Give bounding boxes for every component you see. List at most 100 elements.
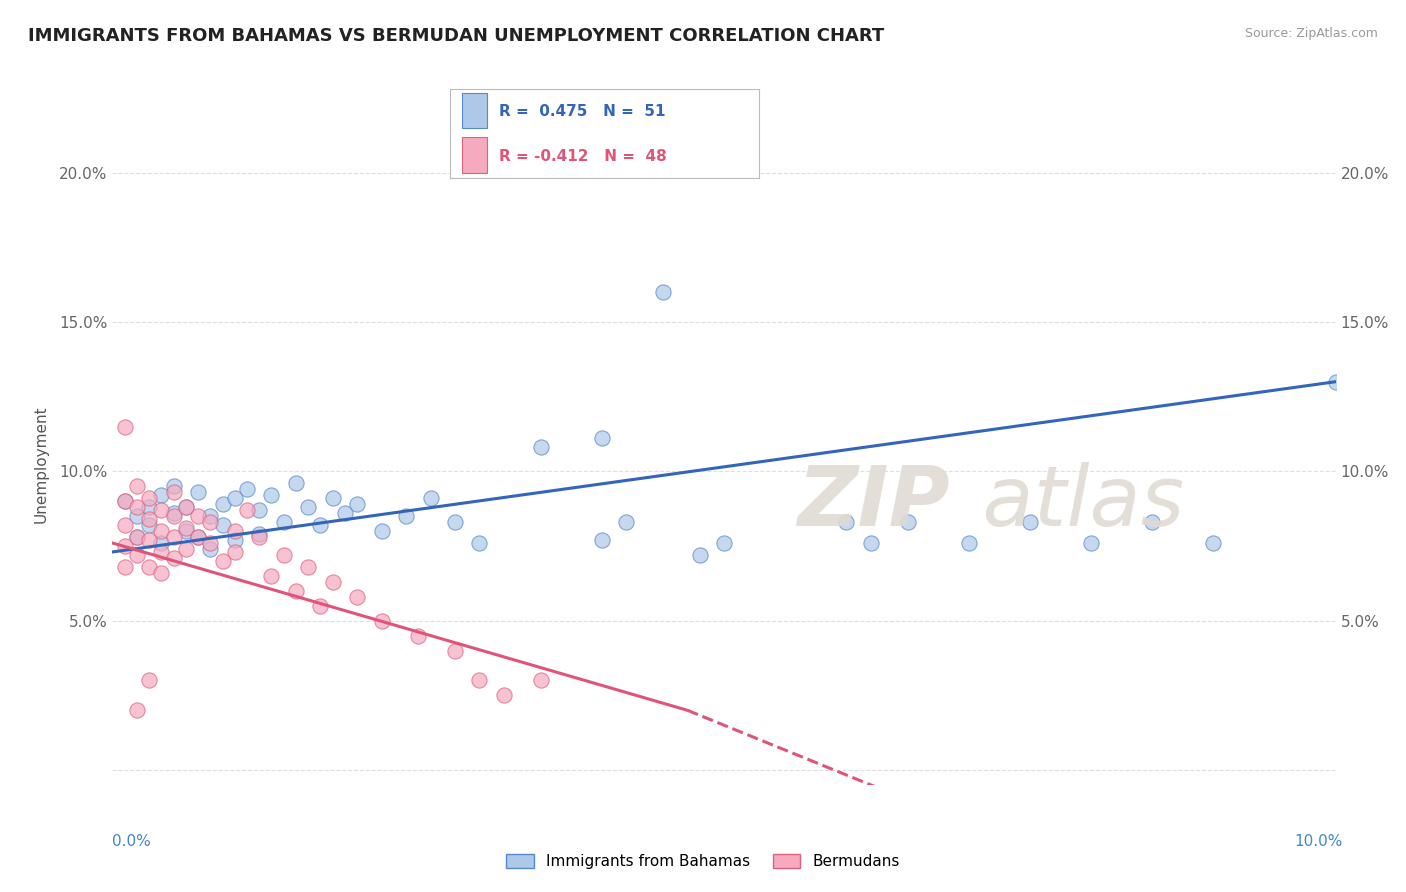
Point [114, 518, 136, 533]
Point [322, 574, 344, 589]
Point [236, 482, 259, 496]
Point [174, 500, 197, 515]
Point [211, 554, 233, 568]
Point [309, 599, 332, 613]
Point [333, 506, 356, 520]
Point [187, 509, 209, 524]
Point [309, 518, 332, 533]
Point [138, 560, 160, 574]
Point [835, 515, 858, 529]
Point [163, 485, 186, 500]
Point [138, 533, 160, 547]
Point [114, 494, 136, 508]
Point [138, 518, 160, 533]
Point [114, 419, 136, 434]
Point [224, 491, 246, 506]
Point [284, 583, 308, 598]
Point [114, 539, 136, 553]
Point [652, 285, 675, 299]
Point [468, 536, 491, 550]
Point [174, 541, 197, 556]
Point [297, 560, 319, 574]
Point [322, 491, 344, 506]
Point [284, 476, 308, 491]
Point [125, 479, 148, 493]
Point [530, 441, 553, 455]
Point [138, 673, 160, 688]
Text: IMMIGRANTS FROM BAHAMAS VS BERMUDAN UNEMPLOYMENT CORRELATION CHART: IMMIGRANTS FROM BAHAMAS VS BERMUDAN UNEM… [28, 27, 884, 45]
Point [224, 545, 246, 559]
Point [138, 500, 160, 515]
Bar [463, 93, 486, 128]
Point [150, 503, 173, 517]
Point [897, 515, 920, 529]
Point [614, 515, 637, 529]
Point [200, 509, 222, 524]
Text: 0.0%: 0.0% [112, 834, 152, 849]
Point [247, 503, 270, 517]
Point [247, 527, 270, 541]
Point [125, 530, 148, 544]
Point [419, 491, 441, 506]
Point [187, 530, 209, 544]
Point [125, 500, 148, 515]
Text: ZIP: ZIP [797, 462, 950, 543]
Text: R = -0.412   N =  48: R = -0.412 N = 48 [499, 149, 668, 163]
Point [468, 673, 491, 688]
Point [297, 500, 319, 515]
Point [125, 548, 148, 562]
Point [163, 506, 186, 520]
Point [138, 491, 160, 506]
Point [247, 530, 270, 544]
Bar [463, 137, 486, 173]
Point [187, 485, 209, 500]
Point [444, 643, 467, 657]
Point [1142, 515, 1164, 529]
Point [150, 488, 173, 502]
Point [224, 533, 246, 547]
Point [114, 494, 136, 508]
Point [200, 536, 222, 550]
Point [273, 548, 295, 562]
Point [150, 545, 173, 559]
Legend: Immigrants from Bahamas, Bermudans: Immigrants from Bahamas, Bermudans [501, 848, 905, 875]
Point [370, 524, 392, 538]
Point [200, 515, 222, 529]
Point [1202, 536, 1225, 550]
Point [114, 560, 136, 574]
Point [211, 497, 233, 511]
Point [236, 503, 259, 517]
Point [273, 515, 295, 529]
Point [174, 524, 197, 538]
Point [200, 541, 222, 556]
Point [174, 500, 197, 515]
Y-axis label: Unemployment: Unemployment [34, 405, 48, 523]
Point [224, 524, 246, 538]
Point [163, 530, 186, 544]
Point [395, 509, 418, 524]
Point [187, 530, 209, 544]
Text: atlas: atlas [797, 462, 1185, 543]
Point [125, 703, 148, 717]
Point [163, 479, 186, 493]
Point [1080, 536, 1102, 550]
Point [591, 432, 613, 446]
Point [125, 530, 148, 544]
Point [346, 590, 368, 604]
Point [408, 629, 430, 643]
Point [346, 497, 368, 511]
Point [150, 536, 173, 550]
Point [211, 518, 233, 533]
Point [260, 488, 283, 502]
Point [530, 673, 553, 688]
Point [957, 536, 980, 550]
Point [138, 512, 160, 526]
Point [444, 515, 467, 529]
Point [260, 569, 283, 583]
Point [150, 566, 173, 580]
Text: 10.0%: 10.0% [1295, 834, 1343, 849]
Point [1018, 515, 1040, 529]
Point [591, 533, 613, 547]
Text: Source: ZipAtlas.com: Source: ZipAtlas.com [1244, 27, 1378, 40]
Point [859, 536, 882, 550]
